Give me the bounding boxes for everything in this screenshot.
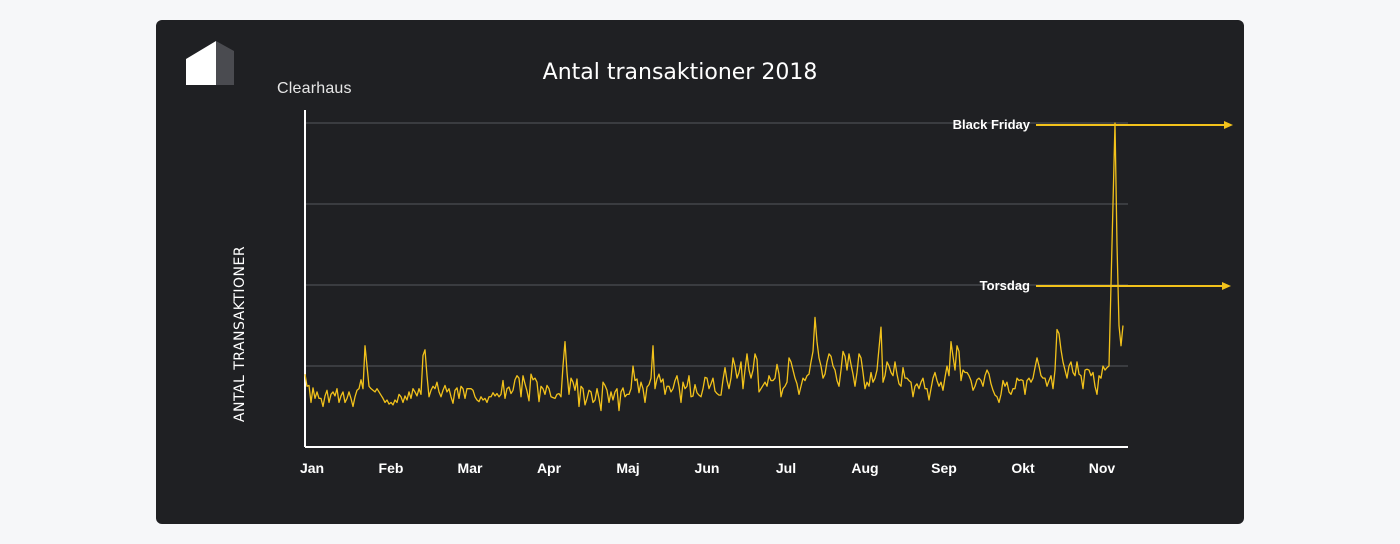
line-chart: Jan Feb Mar Apr Maj Jun Jul Aug Sep Okt Nov Black F… bbox=[300, 110, 1233, 476]
chart-title: Antal transaktioner 2018 bbox=[542, 60, 818, 85]
annotation-label: Black Friday bbox=[953, 117, 1031, 132]
brand: Clearhaus bbox=[186, 41, 386, 97]
annotation-arrowhead bbox=[1222, 282, 1231, 290]
x-tick-label: Apr bbox=[537, 460, 562, 476]
x-tick-label: Mar bbox=[458, 460, 483, 476]
x-tick-label: Nov bbox=[1089, 460, 1116, 476]
x-tick-label: Jul bbox=[776, 460, 796, 476]
x-tick-label: Jan bbox=[300, 460, 324, 476]
annotation-label: Torsdag bbox=[980, 278, 1030, 293]
x-tick-label: Maj bbox=[616, 460, 639, 476]
clearhaus-logo-icon bbox=[186, 41, 234, 85]
annotation-arrowhead bbox=[1224, 121, 1233, 129]
brand-name: Clearhaus bbox=[277, 80, 352, 97]
x-tick-label: Okt bbox=[1011, 460, 1035, 476]
x-tick-label: Sep bbox=[931, 460, 957, 476]
x-tick-label: Jun bbox=[695, 460, 720, 476]
chart-card: Clearhaus Antal transaktioner 2018 ANTAL… bbox=[156, 20, 1244, 524]
series-line bbox=[304, 122, 1124, 412]
x-tick-label: Aug bbox=[851, 460, 878, 476]
x-tick-label: Feb bbox=[379, 460, 404, 476]
